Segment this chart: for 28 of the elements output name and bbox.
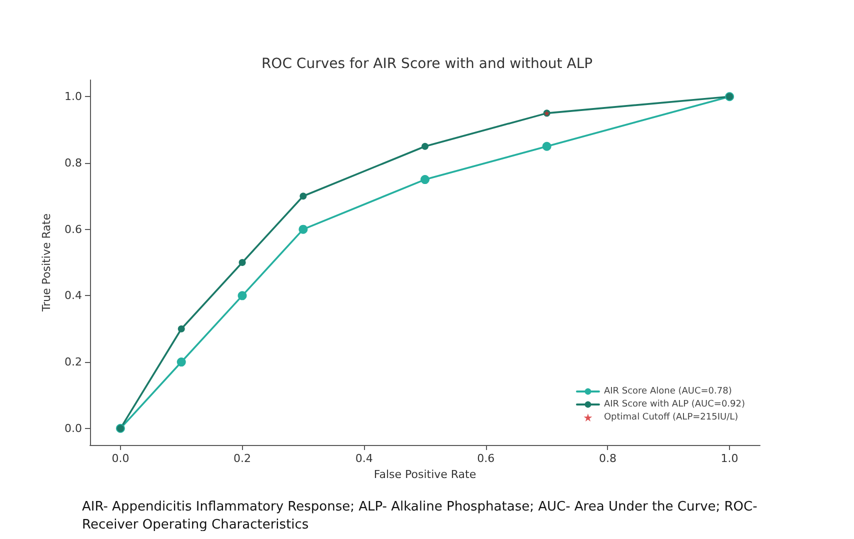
x-tick-label: 1.0	[720, 452, 738, 465]
y-tick-label: 0.2	[64, 356, 82, 369]
legend-label: Optimal Cutoff (ALP=215IU/L)	[604, 412, 738, 422]
legend-label: AIR Score Alone (AUC=0.78)	[604, 386, 732, 396]
chart-title: ROC Curves for AIR Score with and without ALP	[261, 56, 593, 72]
x-tick-label: 0.2	[234, 452, 252, 465]
x-tick-label: 0.4	[355, 452, 373, 465]
x-tick-label: 0.8	[598, 452, 616, 465]
x-tick-label: 0.0	[112, 452, 130, 465]
text: AIR- Appendicitis Inflammatory Response; ALP- Alkaline Phosphatase; AUC- Area Under the Curve; ROC- Receiver Operating Characteristics	[82, 500, 762, 532]
point	[176, 358, 186, 367]
y-tick-label: 1.0	[64, 90, 82, 104]
y-tick-label: 0.8	[64, 156, 82, 170]
point	[422, 142, 428, 150]
point	[420, 175, 430, 184]
point	[238, 259, 246, 266]
point	[300, 192, 307, 200]
legend-label: AIR Score with ALP (AUC=0.92)	[604, 400, 746, 410]
x-tick-label: 0.6	[477, 452, 495, 465]
y-axis-title: True Positive Rate	[40, 213, 53, 312]
y-tick-label: 0.0	[64, 422, 82, 435]
point	[542, 142, 552, 151]
point	[238, 291, 247, 300]
x-axis-title: False Positive Rate	[374, 468, 476, 481]
y-tick-label: 0.4	[64, 289, 82, 302]
point	[178, 325, 185, 332]
y-tick-label: 0.6	[64, 222, 82, 236]
point	[298, 224, 308, 234]
